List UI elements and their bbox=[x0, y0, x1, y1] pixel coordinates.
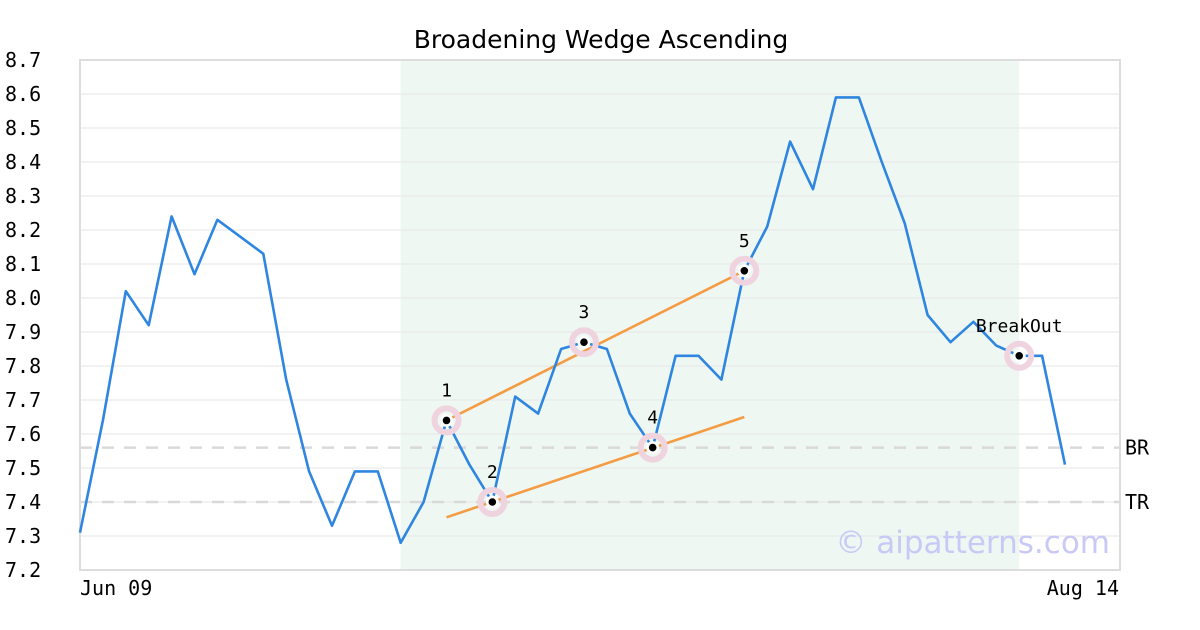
pattern-point-dot bbox=[648, 443, 657, 452]
y-tick-label: 7.9 bbox=[5, 320, 41, 344]
y-tick-label: 7.7 bbox=[5, 388, 41, 412]
y-tick-label: 8.4 bbox=[5, 150, 41, 174]
grid-layer bbox=[80, 59, 1120, 571]
y-tick-label: 8.5 bbox=[5, 116, 41, 140]
level-label-tr: TR bbox=[1125, 490, 1150, 514]
pattern-zone bbox=[400, 60, 1020, 570]
pattern-point-label: 5 bbox=[739, 231, 750, 252]
y-tick-label: 7.5 bbox=[5, 456, 41, 480]
pattern-point-dot bbox=[488, 498, 497, 506]
plot-frame bbox=[79, 59, 1121, 571]
y-tick-label: 7.4 bbox=[5, 490, 41, 514]
y-tick-label: 8.0 bbox=[5, 286, 41, 310]
pattern-marker-layer: 1 2 3 4 5 BreakOut bbox=[431, 231, 1063, 517]
pattern-point-label: BreakOut bbox=[976, 316, 1063, 337]
y-tick-label: 7.3 bbox=[5, 524, 41, 548]
y-tick-label: 8.2 bbox=[5, 218, 41, 242]
pattern-point-halo bbox=[477, 487, 508, 517]
y-tick-label: 8.3 bbox=[5, 184, 41, 208]
chart-title: Broadening Wedge Ascending bbox=[414, 25, 789, 54]
pattern-point-label: 2 bbox=[487, 462, 498, 483]
pattern-point-dot bbox=[580, 338, 588, 347]
pattern-point-dot bbox=[740, 267, 749, 275]
watermark-text: © aipatterns.com bbox=[835, 525, 1110, 561]
pattern-point-label: 4 bbox=[647, 408, 658, 429]
pattern-point-label: 3 bbox=[579, 302, 590, 323]
x-start-label: Jun 09 bbox=[80, 576, 152, 600]
y-tick-label: 7.8 bbox=[5, 354, 41, 378]
pattern-point-halo bbox=[729, 255, 760, 286]
pattern-point-halo bbox=[431, 405, 462, 436]
x-end-label: Aug 14 bbox=[1047, 576, 1119, 600]
pattern-point-dot bbox=[1015, 352, 1024, 360]
level-label-br: BR bbox=[1125, 436, 1150, 460]
y-tick-label: 8.7 bbox=[5, 48, 41, 72]
pattern-point-dot bbox=[442, 416, 451, 425]
pattern-point-halo bbox=[568, 327, 599, 358]
y-axis-ticks: 7.2 7.3 7.4 7.5 7.6 7.7 7.8 7.9 8.0 8.1 8.2 8.3 8.4 8… bbox=[5, 48, 41, 582]
pattern-point-halo bbox=[637, 432, 668, 463]
y-tick-label: 8.1 bbox=[5, 252, 41, 276]
pattern-zone-layer bbox=[400, 60, 1020, 570]
y-tick-label: 7.6 bbox=[5, 422, 41, 446]
y-tick-label: 8.6 bbox=[5, 82, 41, 106]
level-layer: BR TR bbox=[80, 436, 1150, 514]
pattern-point-label: 1 bbox=[441, 380, 452, 401]
y-tick-label: 7.2 bbox=[5, 558, 41, 582]
pattern-point-halo bbox=[1004, 340, 1035, 371]
